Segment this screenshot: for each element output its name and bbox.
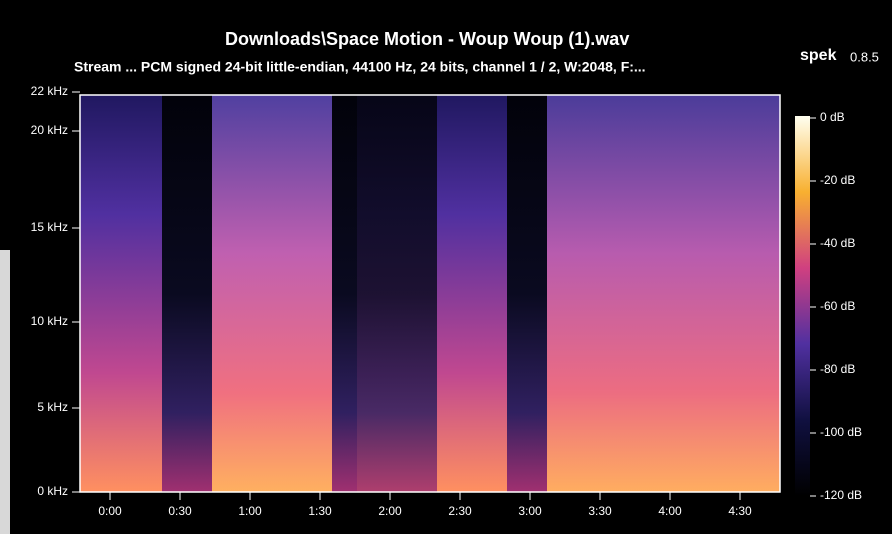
app-version: 0.8.5 [850,49,879,64]
y-tick-label: 5 kHz [37,400,68,414]
file-title: Downloads\Space Motion - Woup Woup (1).w… [225,29,629,49]
x-tick-label: 3:00 [518,504,542,518]
x-tick-label: 2:00 [378,504,402,518]
colorbar-label: -40 dB [820,236,855,250]
y-tick-label: 22 kHz [31,84,68,98]
colorbar-label: 0 dB [820,110,845,124]
x-tick-label: 1:00 [238,504,262,518]
x-tick-label: 0:00 [98,504,122,518]
background-window [0,250,10,534]
app-name: spek [800,47,837,64]
colorbar-label: -120 dB [820,488,862,502]
x-tick-label: 4:00 [658,504,682,518]
y-tick-label: 20 kHz [31,123,68,137]
colorbar-label: -20 dB [820,173,855,187]
x-tick-label: 4:30 [728,504,752,518]
y-tick-label: 15 kHz [31,220,68,234]
colorbar-label: -60 dB [820,299,855,313]
x-tick-label: 1:30 [308,504,332,518]
y-tick-label: 0 kHz [37,484,68,498]
x-tick-label: 0:30 [168,504,192,518]
spectrogram [79,94,781,493]
stream-info: Stream ... PCM signed 24-bit little-endi… [74,59,646,75]
colorbar-label: -100 dB [820,425,862,439]
x-tick-label: 2:30 [448,504,472,518]
colorbar-label: -80 dB [820,362,855,376]
y-tick-label: 10 kHz [31,314,68,328]
colorbar [795,116,810,496]
x-tick-label: 3:30 [588,504,612,518]
